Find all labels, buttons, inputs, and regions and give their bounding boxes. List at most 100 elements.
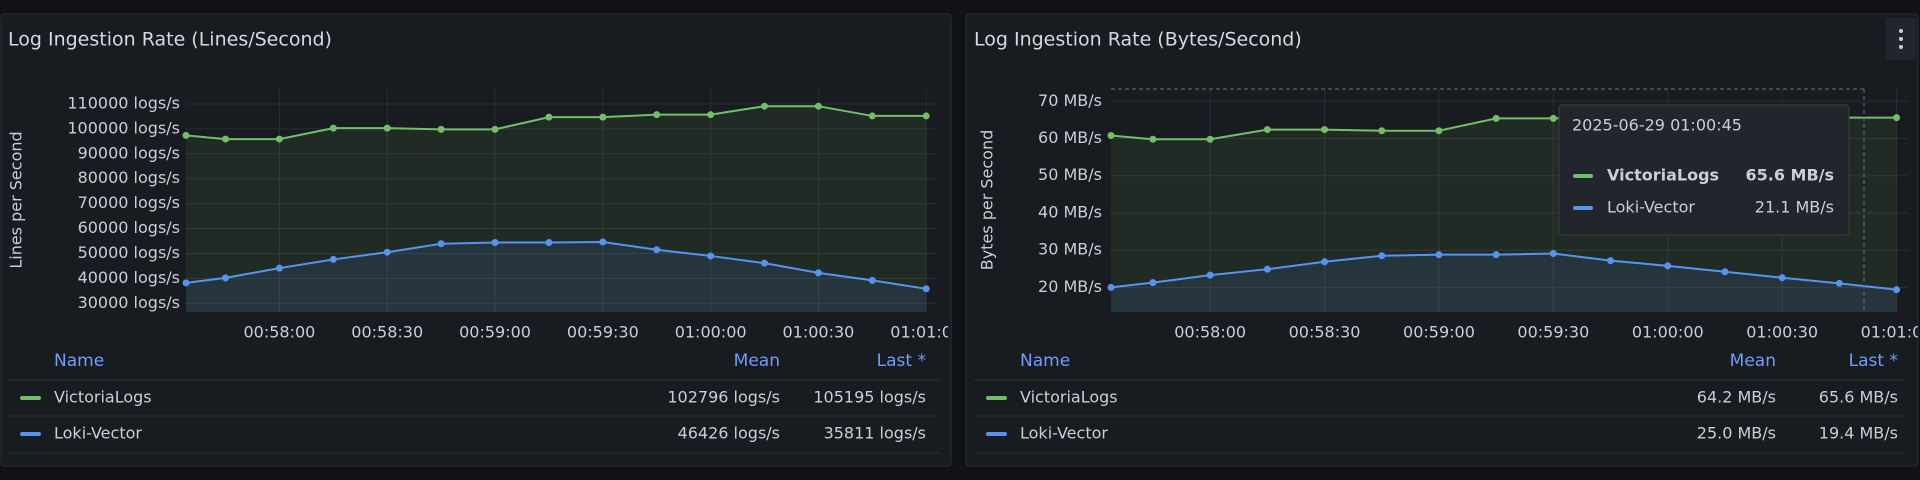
data-point (599, 113, 607, 121)
legend-last: 19.4 MB/s (1819, 424, 1898, 443)
legend-header: Last * (1849, 351, 1898, 371)
x-tick-label: 01:00:30 (782, 323, 854, 342)
data-point (491, 238, 499, 246)
data-point (383, 248, 391, 256)
data-point (707, 252, 715, 260)
data-point (653, 111, 661, 119)
x-tick-label: 00:58:00 (1174, 323, 1246, 342)
legend-header: Name (1020, 351, 1070, 371)
data-point (922, 112, 930, 120)
data-point (222, 135, 230, 143)
data-point (1549, 114, 1557, 122)
data-point (1263, 265, 1271, 273)
data-point (1149, 279, 1157, 287)
axis-label: Lines per Second (7, 131, 26, 268)
data-point (222, 274, 230, 282)
legend-last: 35811 logs/s (824, 424, 926, 443)
legend-header: Name (54, 351, 104, 371)
menu-dot (1899, 37, 1903, 41)
data-point (1435, 251, 1443, 259)
data-point (1206, 135, 1214, 143)
data-point (1492, 251, 1500, 259)
data-point (1321, 258, 1329, 266)
y-tick-label: 30 MB/s (1038, 240, 1102, 259)
data-point (599, 238, 607, 246)
x-tick-label: 00:58:00 (243, 323, 315, 342)
data-point (922, 285, 930, 293)
tooltip-title: 2025-06-29 01:00:45 (1572, 116, 1742, 135)
legend-name: Loki-Vector (1020, 424, 1108, 443)
data-point (437, 240, 445, 248)
tooltip-value: 65.6 MB/s (1745, 166, 1834, 185)
legend-name: VictoriaLogs (54, 388, 152, 407)
tooltip (1558, 104, 1850, 236)
y-tick-label: 70 MB/s (1038, 91, 1102, 110)
x-tick-label: 01:00:00 (675, 323, 747, 342)
data-point (1664, 262, 1672, 270)
data-point (1549, 250, 1557, 258)
data-point (707, 111, 715, 119)
x-tick-label: 00:58:30 (1289, 323, 1361, 342)
x-tick-label: 00:59:00 (1403, 323, 1475, 342)
data-point (383, 124, 391, 132)
legend-mean: 102796 logs/s (667, 388, 780, 407)
panel-title: Log Ingestion Rate (Lines/Second) (8, 29, 332, 51)
series-area (186, 241, 927, 312)
y-tick-label: 20 MB/s (1038, 277, 1102, 296)
y-tick-label: 60000 logs/s (78, 218, 180, 237)
data-point (1721, 268, 1729, 276)
y-tick-label: 80000 logs/s (78, 168, 180, 187)
series-area (1111, 253, 1897, 312)
data-point (814, 102, 822, 110)
data-point (1835, 279, 1843, 287)
data-point (1492, 114, 1500, 122)
axis-label: Bytes per Second (978, 130, 997, 271)
data-point (761, 259, 769, 267)
x-tick-label: 01:00:00 (1632, 323, 1704, 342)
legend-last: 65.6 MB/s (1819, 388, 1898, 407)
data-point (814, 269, 822, 277)
y-tick-label: 30000 logs/s (78, 293, 180, 312)
tooltip-name: Loki-Vector (1607, 198, 1695, 217)
tooltip-value: 21.1 MB/s (1755, 198, 1834, 217)
data-point (182, 279, 190, 287)
data-point (761, 102, 769, 110)
x-tick-label: 00:58:30 (351, 323, 423, 342)
data-point (1893, 114, 1901, 122)
data-point (437, 125, 445, 133)
legend-last: 105195 logs/s (813, 388, 926, 407)
y-tick-label: 90000 logs/s (78, 143, 180, 162)
data-point (1435, 127, 1443, 135)
data-point (1607, 257, 1615, 265)
data-point (868, 112, 876, 120)
data-point (868, 276, 876, 284)
data-point (1778, 274, 1786, 282)
x-tick-label: 01:01:00 (890, 323, 962, 342)
x-tick-label: 01:01:00 (1861, 323, 1920, 342)
y-tick-label: 40 MB/s (1038, 202, 1102, 221)
data-point (182, 131, 190, 139)
data-point (1107, 283, 1115, 291)
x-axis: 00:58:00 00:58:30 00:59:00 00:59:30 01:00:00… (243, 323, 962, 342)
legend-mean: 25.0 MB/s (1697, 424, 1776, 443)
data-point (275, 264, 283, 272)
legend-name: Loki-Vector (54, 424, 142, 443)
y-tick-label: 70000 logs/s (78, 193, 180, 212)
x-tick-label: 00:59:30 (1517, 323, 1589, 342)
y-tick-label: 50 MB/s (1038, 165, 1102, 184)
panel (0, 13, 952, 467)
data-point (1893, 286, 1901, 294)
y-tick-label: 110000 logs/s (67, 93, 180, 112)
legend-name: VictoriaLogs (1020, 388, 1118, 407)
data-point (1321, 126, 1329, 134)
menu-dot (1899, 29, 1903, 33)
data-point (1378, 127, 1386, 135)
x-tick-label: 00:59:30 (567, 323, 639, 342)
y-tick-label: 50000 logs/s (78, 243, 180, 262)
tooltip-name: VictoriaLogs (1607, 166, 1719, 185)
data-point (1378, 252, 1386, 260)
data-point (545, 238, 553, 246)
menu-dot (1899, 45, 1903, 49)
data-point (1206, 271, 1214, 279)
